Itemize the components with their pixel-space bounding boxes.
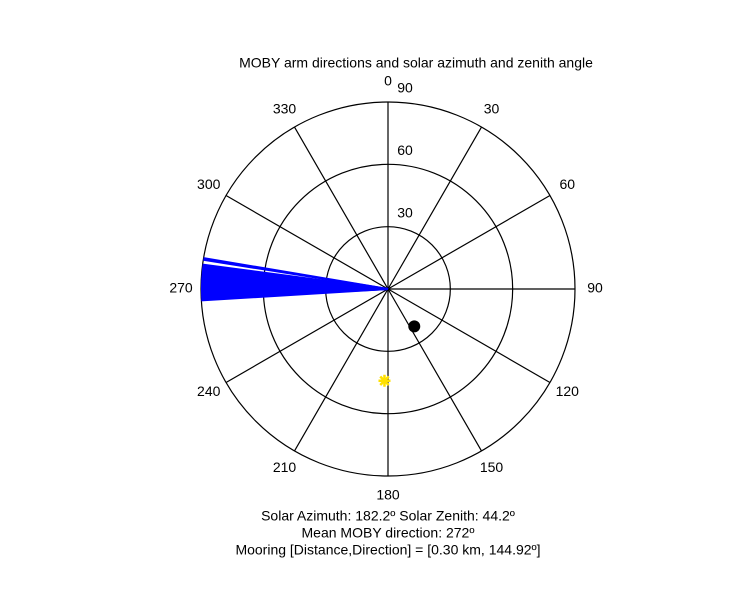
r-tick-label: 90 — [397, 80, 413, 96]
r-tick-label: 30 — [397, 204, 413, 220]
theta-tick-label: 60 — [559, 176, 575, 192]
theta-tick-label: 0 — [384, 73, 392, 89]
sun-marker — [378, 374, 391, 387]
spoke — [387, 126, 483, 290]
spoke — [387, 288, 551, 384]
spoke — [387, 194, 551, 290]
mooring-marker — [408, 320, 421, 333]
theta-tick-label: 30 — [484, 100, 500, 116]
spoke — [225, 194, 389, 290]
annotation: Mooring [Distance,Direction] = [0.30 km,… — [235, 542, 540, 558]
theta-tick-label: 90 — [587, 280, 603, 296]
annotation: Solar Azimuth: 182.2º Solar Zenith: 44.2… — [261, 508, 515, 524]
theta-tick-label: 330 — [273, 100, 297, 116]
spoke — [293, 288, 389, 452]
chart-title: MOBY arm directions and solar azimuth an… — [239, 55, 593, 71]
theta-tick-label: 150 — [480, 459, 504, 475]
theta-tick-label: 270 — [169, 280, 193, 296]
annotation: Mean MOBY direction: 272º — [302, 525, 475, 541]
spoke — [293, 126, 389, 290]
theta-tick-label: 120 — [556, 383, 580, 399]
spoke — [225, 288, 389, 384]
theta-tick-label: 180 — [376, 487, 400, 503]
r-tick-label: 60 — [397, 142, 413, 158]
theta-tick-label: 210 — [273, 459, 297, 475]
theta-tick-label: 300 — [197, 176, 221, 192]
theta-tick-label: 240 — [197, 383, 221, 399]
arm-direction — [203, 257, 389, 290]
spoke — [387, 288, 483, 452]
